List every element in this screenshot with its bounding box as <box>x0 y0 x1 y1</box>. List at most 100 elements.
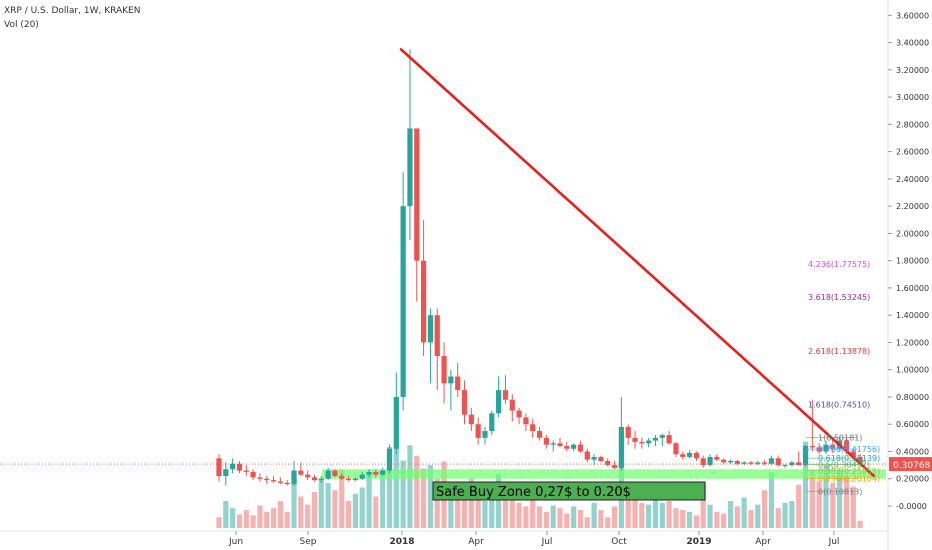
volume-bar <box>659 502 665 528</box>
volume-bar <box>291 472 297 528</box>
candle-body <box>564 446 570 449</box>
volume-bar <box>318 478 324 528</box>
volume-bar <box>257 505 263 528</box>
fib-level-label: 2.618(1.13878) <box>808 347 870 356</box>
candle-body <box>523 417 529 425</box>
volume-bar <box>843 475 850 528</box>
candle-body <box>659 435 665 438</box>
candle-body <box>339 476 345 479</box>
volume-bar <box>509 492 515 528</box>
volume-bar <box>489 486 495 528</box>
volume-bar <box>837 470 843 528</box>
volume-bar <box>727 501 734 528</box>
candle-body <box>584 451 590 460</box>
volume-bar <box>359 487 365 528</box>
candle-body <box>598 456 604 462</box>
candle-body <box>646 440 652 444</box>
volume-bar <box>564 513 570 528</box>
volume-bar <box>734 506 740 528</box>
volume-bar <box>236 514 243 528</box>
symbol-label[interactable]: XRP / U.S. Dollar, 1W, KRAKEN <box>4 6 141 16</box>
candle-body <box>366 471 372 475</box>
volume-bar <box>393 441 399 528</box>
fib-level-label: 0.5(0.30497) <box>818 460 870 469</box>
candle-body <box>434 315 440 357</box>
candle-body <box>639 441 645 444</box>
candle-body <box>489 413 495 432</box>
candle-body <box>305 474 311 478</box>
x-tick-label: Apr <box>468 537 484 547</box>
candle-body <box>325 470 331 479</box>
volume-bar <box>632 486 638 528</box>
volume-bar <box>625 499 631 528</box>
volume-bar <box>741 497 747 528</box>
candle-body <box>386 448 393 471</box>
candle-body <box>311 477 318 481</box>
volume-bar <box>400 460 406 528</box>
candle-body <box>673 443 679 455</box>
volume-bar <box>850 486 856 528</box>
volume-bar <box>809 470 815 528</box>
y-tick-label: 1.60000 <box>896 284 929 293</box>
volume-bar <box>598 510 604 528</box>
volume-bar <box>298 496 304 528</box>
candle-body <box>714 456 720 460</box>
volume-bar <box>673 508 679 528</box>
candle-body <box>216 458 222 477</box>
volume-bar <box>386 447 393 528</box>
volume-bar <box>789 501 795 528</box>
fib-level-label: 0.786(0.41756) <box>818 445 880 454</box>
volume-bar <box>427 465 434 528</box>
candle-body <box>741 462 747 464</box>
chart-legend: XRP / U.S. Dollar, 1W, KRAKEN Vol (20) <box>4 4 140 32</box>
candle-body <box>789 462 795 466</box>
volume-bar <box>591 502 597 528</box>
volume-indicator-label[interactable]: Vol (20) <box>4 20 39 30</box>
volume-bar <box>243 510 249 528</box>
y-tick-label: 1.00000 <box>896 366 929 375</box>
x-tick-label: Sep <box>300 537 317 547</box>
candle-body <box>577 444 584 452</box>
y-tick-label: 1.40000 <box>896 311 929 320</box>
candle-body <box>441 356 447 384</box>
candle-body <box>236 463 243 471</box>
candle-body <box>448 376 454 384</box>
candle-body <box>707 456 713 466</box>
volume-bar <box>332 490 338 528</box>
fib-level-label: 1.618(0.74510) <box>808 400 870 409</box>
candle-body <box>755 462 761 464</box>
candle-body <box>509 399 515 411</box>
candle-body <box>496 390 502 414</box>
volume-bar <box>339 469 345 528</box>
volume-bar <box>611 506 618 528</box>
volume-bar <box>250 515 256 528</box>
candle-body <box>830 444 836 449</box>
x-tick-label: Oct <box>611 537 627 547</box>
volume-bar <box>543 511 549 528</box>
candle-body <box>734 461 740 464</box>
volume-bar <box>748 510 754 528</box>
candle-body <box>373 471 379 475</box>
candle-body <box>550 443 556 445</box>
volume-bar <box>680 510 686 528</box>
candle-body <box>536 431 543 438</box>
volume-bar <box>830 483 836 528</box>
volume-bar <box>762 490 768 528</box>
volume-bar <box>802 441 809 528</box>
candle-body <box>775 458 781 466</box>
candle-body <box>414 128 420 261</box>
fib-level-label: 0.382(0.25855) <box>818 467 880 476</box>
buy-zone-label: Safe Buy Zone 0,27$ to 0.20$ <box>436 485 631 500</box>
y-tick-label: 1.80000 <box>896 257 929 266</box>
fib-level-label: 0.236(0.20104) <box>818 475 880 484</box>
candle-body <box>257 477 263 479</box>
volume-bar <box>516 502 522 528</box>
volume-bar <box>448 483 454 528</box>
fib-level-label: 0(0.10813) <box>818 487 862 496</box>
candle-body <box>618 426 624 468</box>
candle-body <box>407 128 413 207</box>
volume-bar <box>823 465 829 528</box>
candle-body <box>298 470 304 475</box>
x-tick-label: Jul <box>828 537 840 547</box>
